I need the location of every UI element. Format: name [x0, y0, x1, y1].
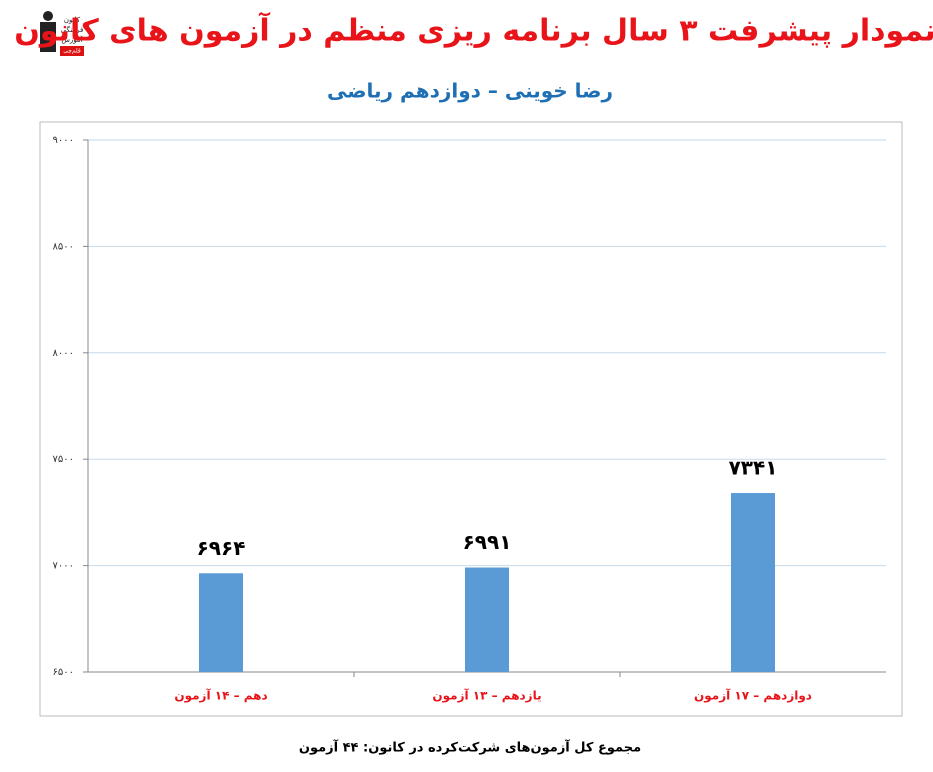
logo-badge	[60, 46, 84, 56]
chart-title: نمودار پیشرفت ۳ سال برنامه ریزی منظم در …	[14, 12, 933, 49]
logo-head	[43, 11, 53, 21]
logo-body	[40, 22, 56, 52]
bar	[465, 567, 509, 672]
y-tick-label: ۸۵۰۰	[53, 241, 74, 252]
y-tick-label: ۸۰۰۰	[53, 348, 74, 359]
logo-text: فرهنگی	[61, 25, 84, 34]
footer-note: مجموع کل آزمون‌های شرکت‌کرده در کانون: ۴…	[299, 739, 641, 756]
plot-frame	[39, 121, 903, 717]
logo-text: قلم‌چی	[63, 48, 81, 55]
x-tick-label: یازدهم – ۱۳ آزمون	[432, 688, 541, 704]
logo-text: آموزش	[61, 35, 83, 44]
x-tick-label: دوازدهم – ۱۷ آزمون	[694, 688, 812, 704]
x-tick-label: دهم – ۱۴ آزمون	[174, 688, 267, 704]
value-label: ۶۹۶۴	[197, 536, 246, 560]
y-tick-label: ۹۰۰۰	[53, 135, 74, 146]
y-tick-label: ۷۵۰۰	[53, 454, 74, 465]
value-label: ۷۳۴۱	[729, 456, 778, 480]
y-tick-label: ۶۵۰۰	[53, 667, 74, 678]
bar	[731, 493, 775, 672]
value-label: ۶۹۹۱	[463, 530, 512, 554]
y-tick-label: ۷۰۰۰	[53, 561, 74, 572]
logo-text: کانون	[64, 16, 81, 24]
bar	[199, 573, 243, 672]
chart-subtitle: رضا خوینی – دوازدهم ریاضی	[327, 79, 613, 103]
logo: کانون فرهنگی آموزش قلم‌چی	[36, 8, 86, 60]
